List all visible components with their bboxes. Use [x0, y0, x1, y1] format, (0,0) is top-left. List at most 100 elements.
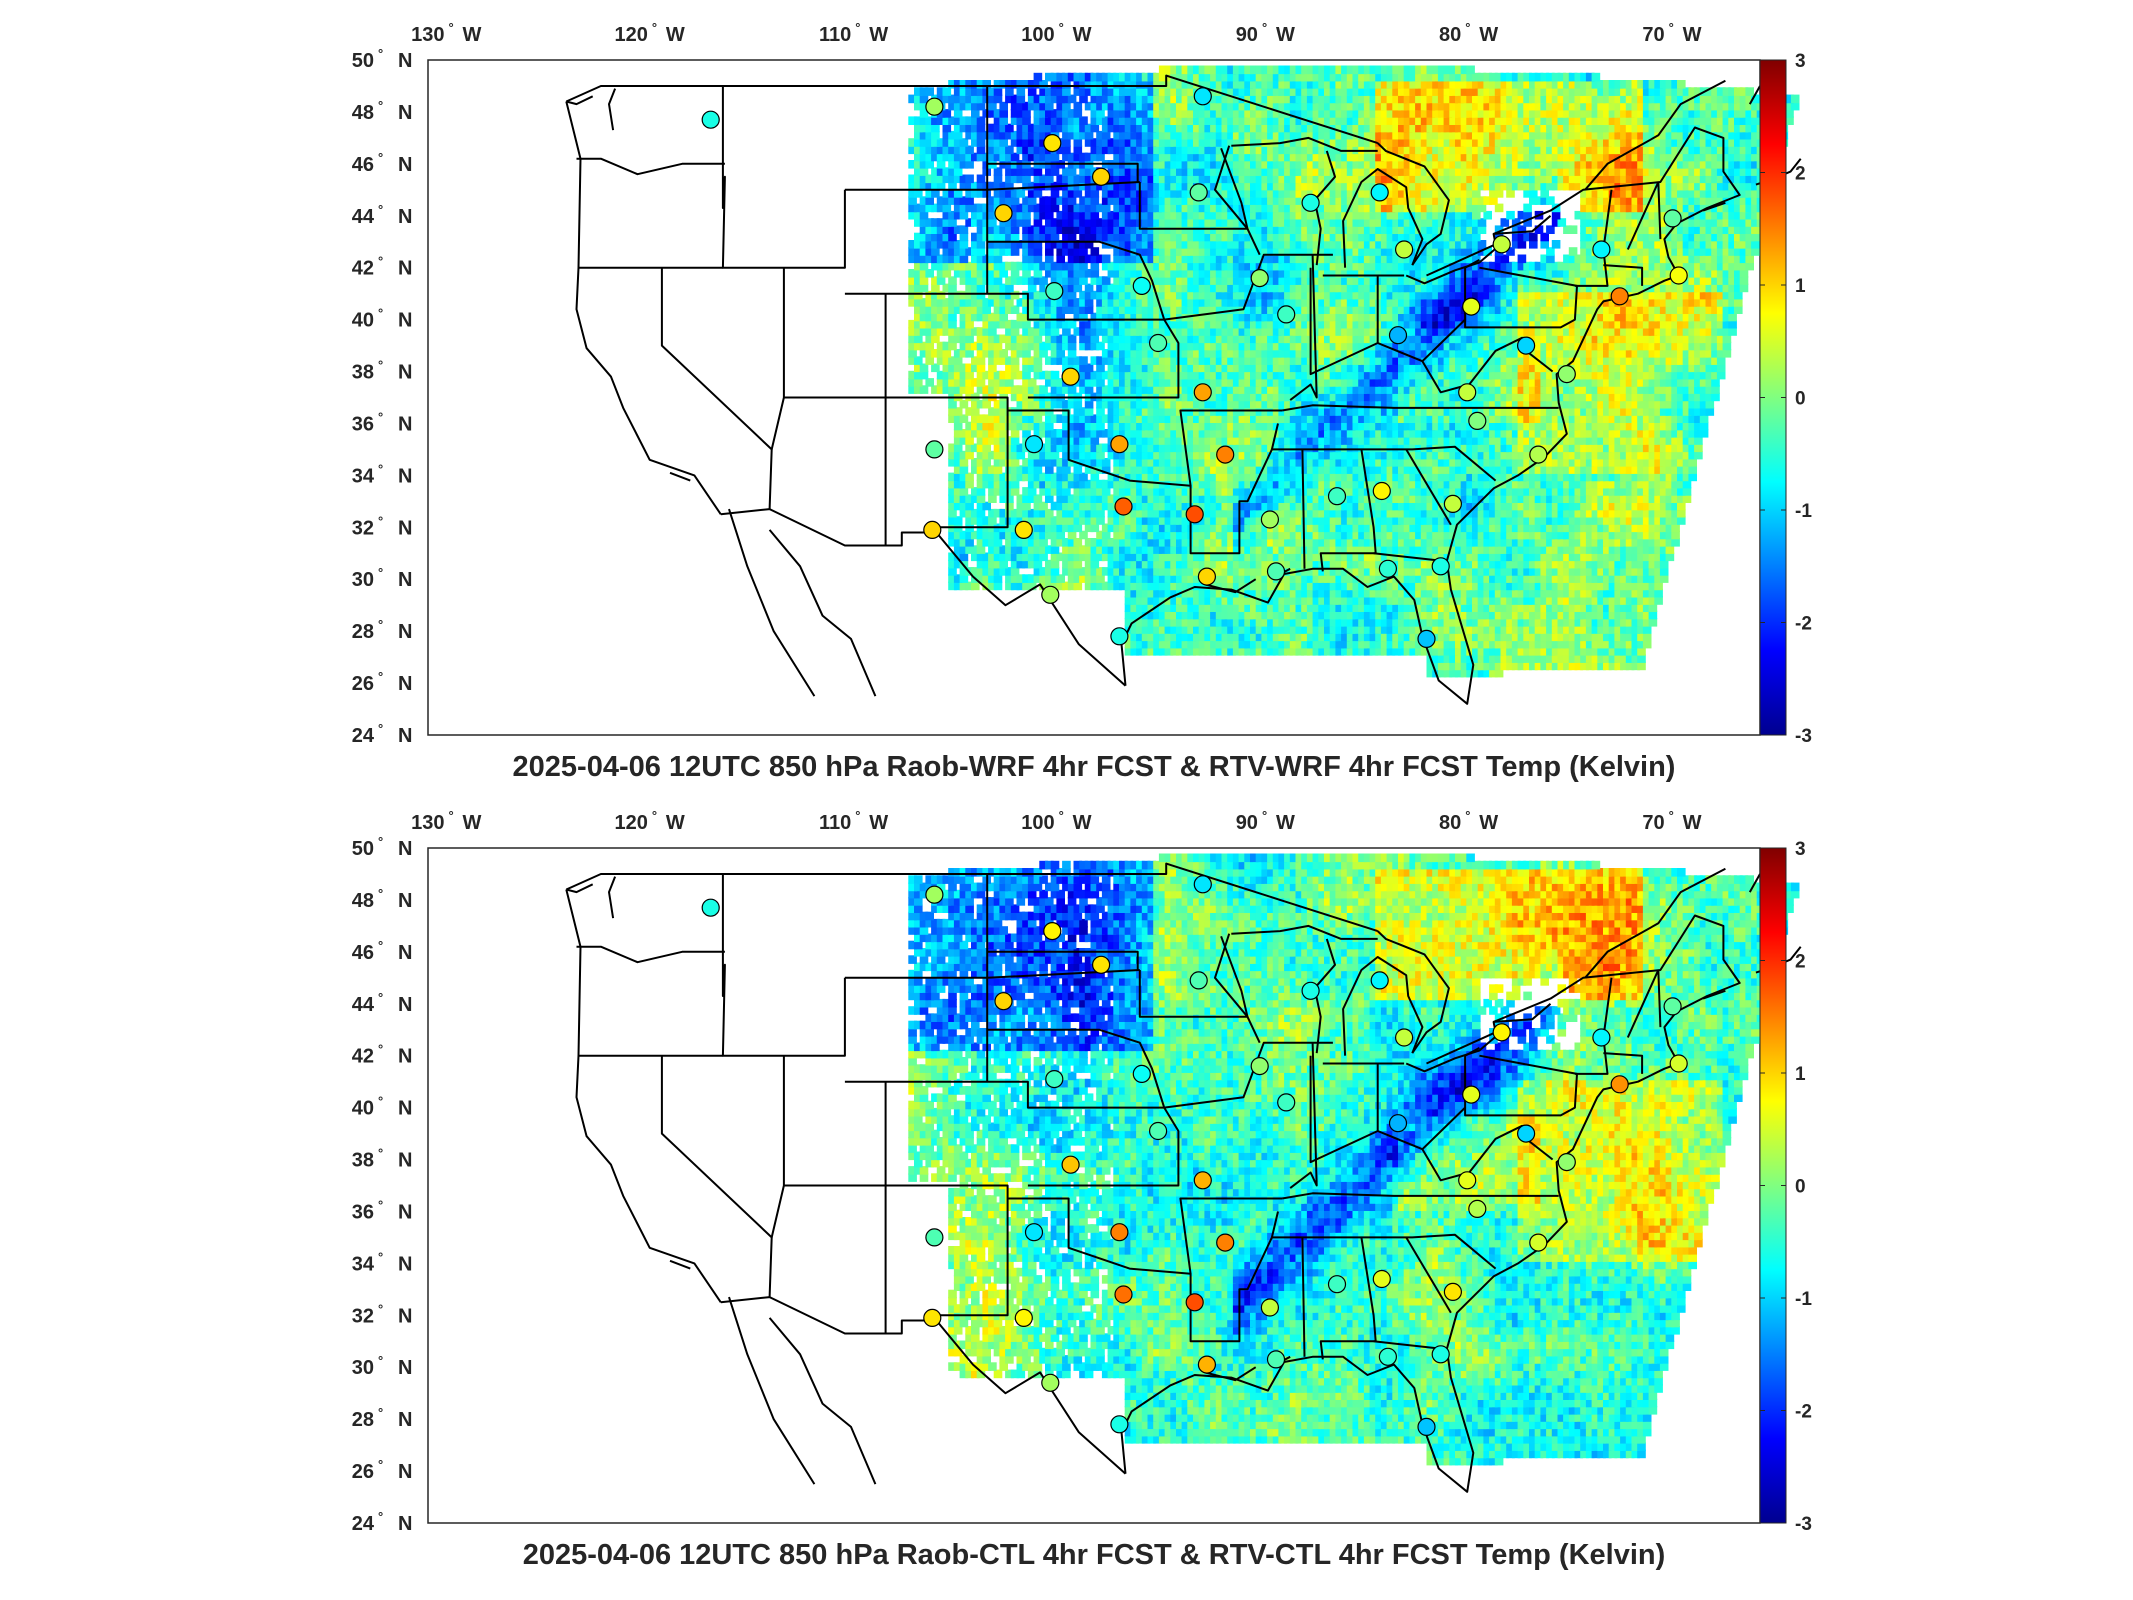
field-cell [1158, 538, 1168, 547]
field-cell [1369, 581, 1379, 591]
field-cell [1637, 574, 1646, 583]
field-cell [1375, 574, 1384, 583]
field-cell [1329, 581, 1339, 591]
field-cell [1380, 632, 1390, 642]
field-cell [1324, 516, 1333, 525]
field-cell [1608, 632, 1618, 642]
field-cell [1380, 508, 1390, 518]
field-cell [1141, 625, 1151, 634]
field-cell [1551, 625, 1561, 634]
field-cell [1489, 530, 1498, 540]
field-cell [1455, 654, 1464, 663]
field-cell [1648, 588, 1658, 598]
field-cell [1119, 581, 1128, 591]
field-cell [1295, 523, 1305, 533]
field-cell [1164, 588, 1174, 598]
field-cell [1540, 639, 1549, 649]
field-cell [1289, 581, 1299, 591]
field-cell [1272, 625, 1282, 634]
field-cell [1449, 552, 1458, 562]
field-cell [1136, 588, 1145, 598]
field-cell [1289, 516, 1299, 525]
field-cell [1574, 618, 1584, 627]
field-cell [1415, 538, 1424, 547]
field-cell [1204, 596, 1213, 605]
field-cell [1261, 530, 1270, 540]
field-cell [1620, 552, 1629, 562]
field-cell [1153, 618, 1162, 627]
field-cell [1198, 588, 1208, 598]
field-cell [1625, 632, 1635, 642]
field-cell [993, 530, 1003, 540]
field-cell [1295, 559, 1305, 569]
field-cell [1130, 603, 1139, 612]
field-cell [1375, 552, 1384, 562]
field-cell [1591, 588, 1601, 598]
field-cell [1523, 538, 1532, 547]
field-cell [1614, 516, 1623, 525]
field-cell [1614, 639, 1623, 649]
field-cell [1124, 538, 1134, 547]
field-cell [1352, 508, 1362, 518]
field-cell [1124, 603, 1134, 612]
field-cell [1215, 523, 1225, 533]
field-cell [1324, 647, 1333, 656]
field-cell [1517, 538, 1527, 547]
field-cell [1654, 552, 1663, 562]
field-cell [1563, 588, 1572, 598]
field-cell [1210, 545, 1219, 554]
field-cell [1329, 596, 1339, 605]
field-cell [1557, 639, 1567, 649]
field-cell [1546, 596, 1555, 605]
field-cell [1101, 567, 1111, 576]
field-cell [1198, 516, 1208, 525]
field-cell [1210, 523, 1219, 533]
field-cell [1010, 516, 1020, 525]
field-cell [1614, 596, 1623, 605]
field-cell [1176, 603, 1185, 612]
field-cell [999, 567, 1008, 576]
field-cell [1244, 559, 1253, 569]
field-cell [1181, 559, 1191, 569]
field-cell [1022, 508, 1031, 518]
field-cell [1221, 538, 1231, 547]
field-cell [1511, 530, 1521, 540]
field-cell [1170, 508, 1179, 518]
field-cell [1187, 596, 1196, 605]
field-cell [1631, 654, 1641, 663]
degree-symbol: ° [378, 721, 383, 736]
field-cell [1176, 567, 1185, 576]
field-cell [1170, 552, 1179, 562]
field-cell [1625, 647, 1635, 656]
field-cell [1136, 567, 1145, 576]
field-cell [1181, 610, 1191, 620]
field-cell [1010, 567, 1020, 576]
field-cell [1147, 618, 1157, 627]
degree-symbol: ° [378, 409, 383, 424]
field-cell [1306, 596, 1316, 605]
field-cell [1215, 603, 1225, 612]
field-cell [1637, 567, 1646, 576]
field-cell [1506, 625, 1515, 634]
field-cell [1278, 632, 1287, 642]
field-cell [1426, 552, 1436, 562]
field-cell [1198, 523, 1208, 533]
field-cell [1170, 530, 1179, 540]
field-cell [1358, 574, 1367, 583]
field-cell [1511, 618, 1521, 627]
field-cell [1346, 523, 1356, 533]
field-cell [1284, 603, 1293, 612]
field-cell [1568, 610, 1578, 620]
field-cell [1158, 581, 1168, 591]
field-cell [1580, 574, 1589, 583]
field-cell [1637, 516, 1646, 525]
field-cell [1443, 538, 1453, 547]
field-cell [1603, 610, 1612, 620]
field-cell [1181, 639, 1191, 649]
field-cell [1546, 588, 1555, 598]
field-cell [1489, 610, 1498, 620]
field-cell [1489, 603, 1498, 612]
field-cell [1369, 639, 1379, 649]
latitude-tick-label: 42 [352, 258, 374, 280]
field-cell [1460, 610, 1470, 620]
